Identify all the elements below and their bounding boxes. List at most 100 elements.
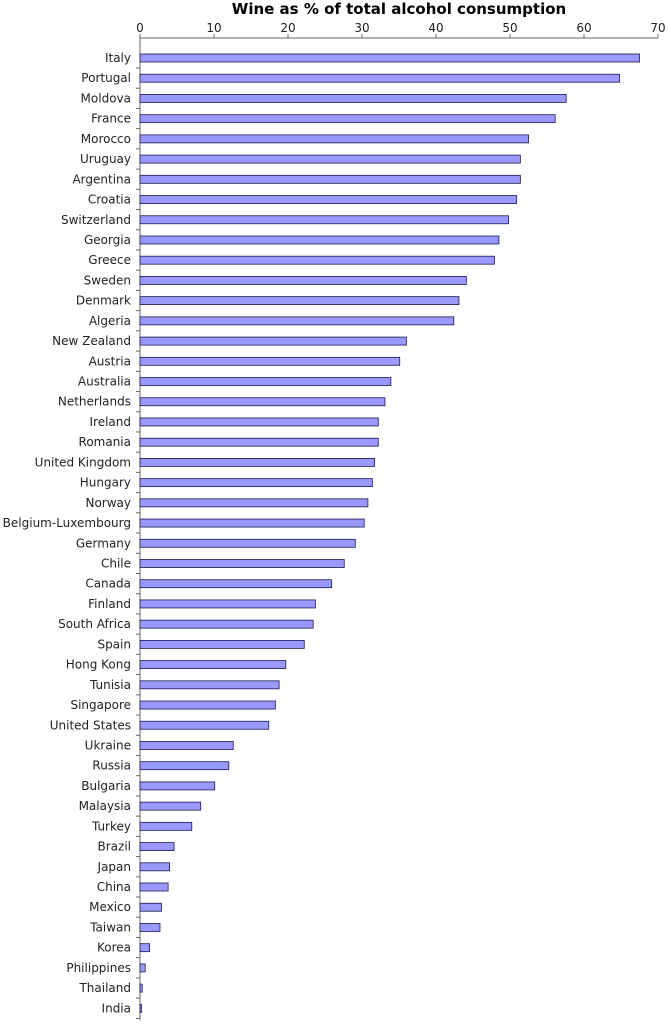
category-label: Georgia <box>84 233 131 247</box>
category-label: Thailand <box>78 981 131 995</box>
bar-india <box>139 1003 142 1013</box>
x-tick-label: 20 <box>280 21 295 35</box>
category-label: Morocco <box>81 132 131 146</box>
bar-greece <box>139 255 495 265</box>
category-label: Canada <box>85 577 131 591</box>
category-label: Korea <box>97 941 131 955</box>
category-label: Ireland <box>89 415 131 429</box>
category-label: Greece <box>88 253 131 267</box>
category-label: Japan <box>97 860 131 874</box>
bar-australia <box>139 377 392 386</box>
bar-france <box>139 114 556 124</box>
bar-turkey <box>139 821 193 831</box>
bar-austria <box>139 356 401 366</box>
category-label: South Africa <box>58 617 131 631</box>
category-label: United States <box>50 718 131 732</box>
category-label: Switzerland <box>61 213 131 227</box>
category-label: United Kingdom <box>35 455 131 469</box>
bar-georgia <box>139 235 500 245</box>
category-label: Algeria <box>89 314 131 328</box>
bar-hong-kong <box>139 660 287 669</box>
x-tick-label: 50 <box>502 21 517 35</box>
category-label: Netherlands <box>58 395 131 409</box>
category-label: Croatia <box>88 193 131 207</box>
category-label: Australia <box>78 375 131 389</box>
category-label: Romania <box>79 435 131 449</box>
category-label: Denmark <box>76 294 131 308</box>
bar-sweden <box>139 276 467 285</box>
x-axis: 0 10 20 30 40 50 60 70 <box>136 21 666 1021</box>
category-label: Argentina <box>72 172 131 186</box>
bar-hungary <box>139 478 373 488</box>
category-label: Moldova <box>81 91 131 105</box>
bar-netherlands <box>139 397 386 407</box>
bar-taiwan <box>139 923 161 932</box>
bar-singapore <box>139 700 276 710</box>
bar-china <box>139 882 169 892</box>
category-label: Ukraine <box>85 738 131 752</box>
bar-malaysia <box>139 801 202 811</box>
bar-algeria <box>139 316 455 326</box>
bar-belgium-luxembourg <box>139 518 365 528</box>
category-label: Italy <box>105 51 131 65</box>
bar-norway <box>139 498 369 508</box>
x-tick-label: 40 <box>428 21 443 35</box>
category-label: Hungary <box>80 476 131 490</box>
bar-united-states <box>139 720 270 730</box>
bar-italy <box>139 53 640 63</box>
bar-spain <box>139 639 305 649</box>
category-label: Austria <box>89 354 131 368</box>
bar-uruguay <box>139 154 521 164</box>
bar-switzerland <box>139 215 509 225</box>
bar-germany <box>139 538 356 548</box>
x-tick-label: 30 <box>354 21 369 35</box>
bar-argentina <box>139 174 521 184</box>
category-label: Norway <box>85 496 131 510</box>
category-label: India <box>102 1001 131 1015</box>
category-label: Brazil <box>98 840 132 854</box>
bar-ukraine <box>139 741 234 750</box>
category-label: Belgium-Luxembourg <box>3 516 131 530</box>
bar-brazil <box>139 842 175 851</box>
category-label: Germany <box>76 536 131 550</box>
category-label: Uruguay <box>80 152 131 166</box>
category-label: France <box>91 112 131 126</box>
bar-russia <box>139 761 230 771</box>
bar-croatia <box>139 195 518 204</box>
category-label: Hong Kong <box>66 658 131 672</box>
bar-canada <box>139 579 333 589</box>
bar-united-kingdom <box>139 457 375 467</box>
chart-title: Wine as % of total alcohol consumption <box>231 0 567 18</box>
bar-new-zealand <box>139 336 407 346</box>
bar-thailand <box>139 983 143 993</box>
bar-mexico <box>139 902 162 912</box>
category-label: Mexico <box>89 900 131 914</box>
category-label: New Zealand <box>52 334 131 348</box>
bar-finland <box>139 599 316 609</box>
category-label: Turkey <box>91 819 131 833</box>
category-label: Singapore <box>70 698 131 712</box>
category-label: Russia <box>92 759 131 773</box>
category-label: Philippines <box>66 961 131 975</box>
category-label: Spain <box>97 637 131 651</box>
bar-bulgaria <box>139 781 216 791</box>
bar-romania <box>139 437 379 447</box>
category-label: Finland <box>88 597 131 611</box>
bar-south-africa <box>139 619 314 629</box>
bar-moldova <box>139 94 567 103</box>
bar-japan <box>139 862 171 872</box>
bar-tunisia <box>139 680 280 690</box>
bar-denmark <box>139 296 460 306</box>
category-label: Taiwan <box>89 920 131 934</box>
category-label: Bulgaria <box>81 779 131 793</box>
bar-portugal <box>139 73 620 83</box>
x-tick-label: 0 <box>136 21 144 35</box>
category-labels-group: Italy Portugal Moldova France Morocco Uruguay… <box>3 51 131 1015</box>
category-label: Chile <box>101 557 131 571</box>
x-tick-label: 10 <box>206 21 221 35</box>
category-label: China <box>97 880 131 894</box>
bar-ireland <box>139 417 379 427</box>
bar-chile <box>139 559 345 568</box>
bar-morocco <box>139 134 529 144</box>
